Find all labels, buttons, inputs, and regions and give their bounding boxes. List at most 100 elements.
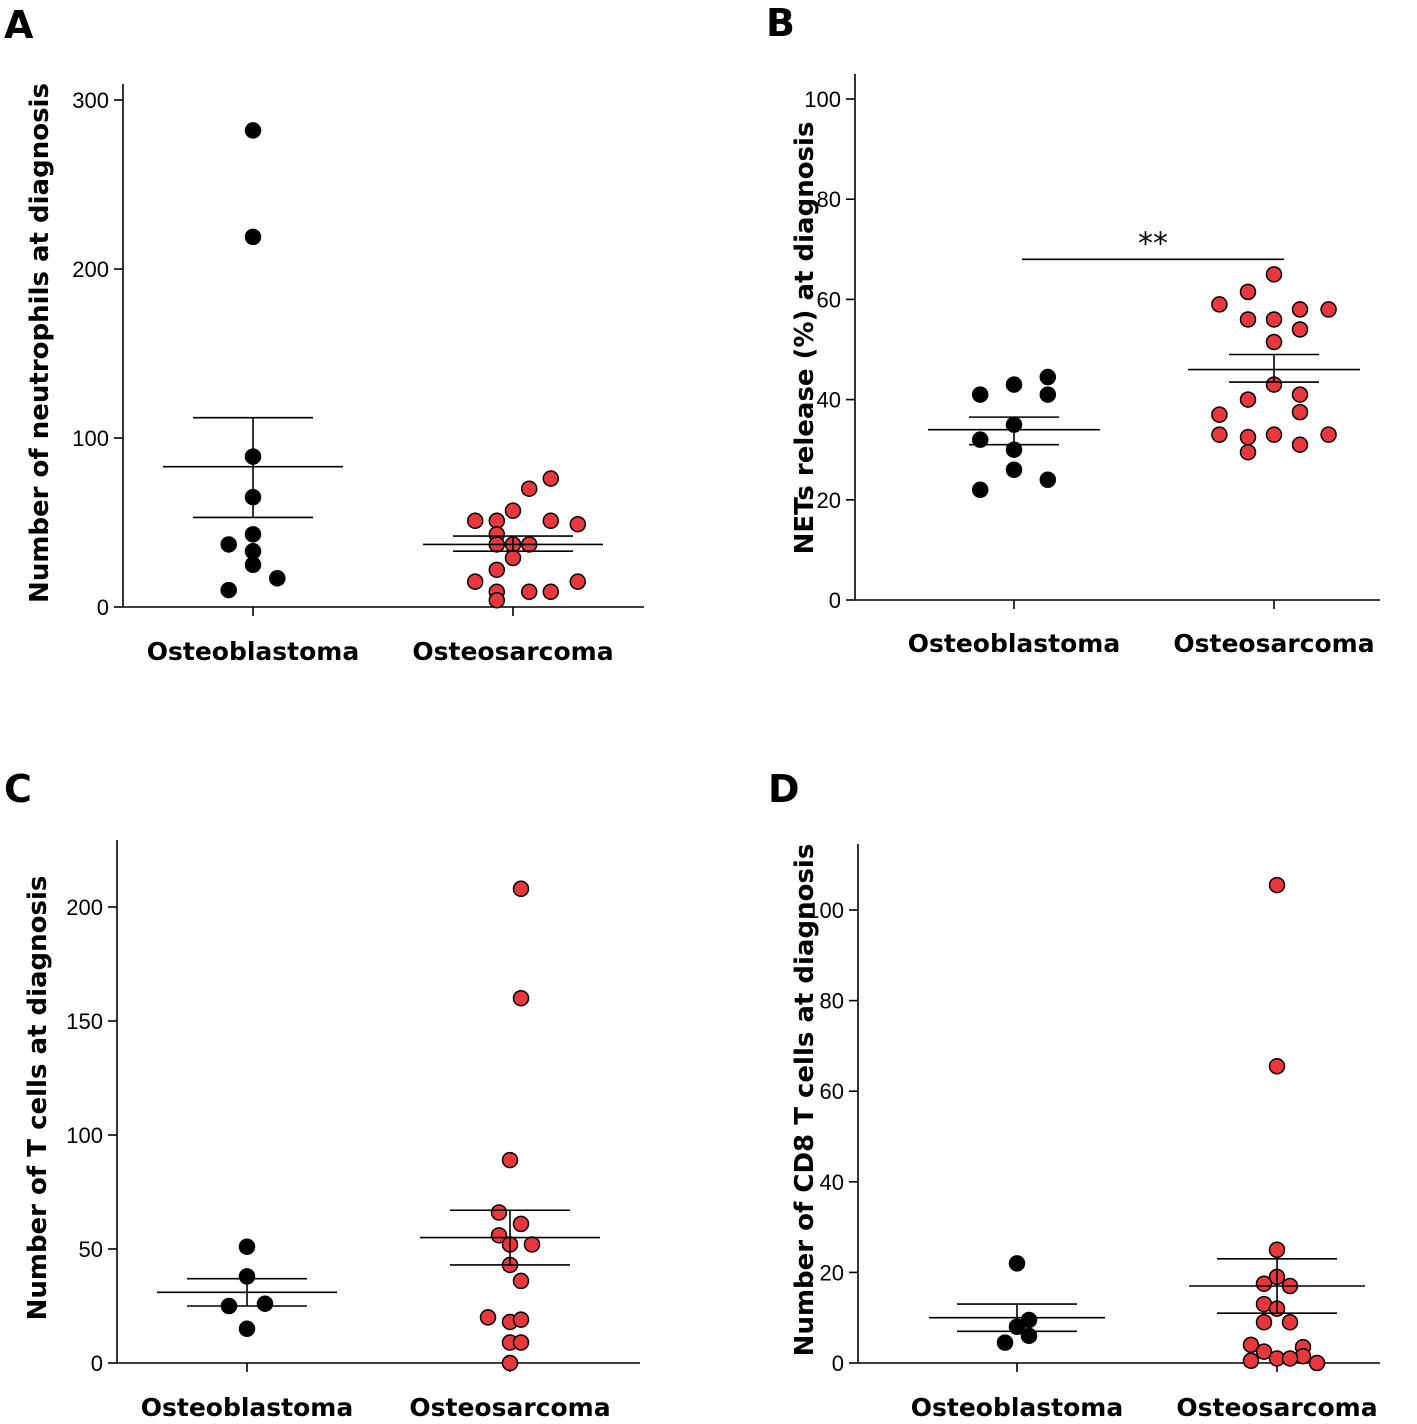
data-point <box>488 591 506 609</box>
y-axis-label: NETs release (%) at diagnosis <box>790 122 820 555</box>
series-osteoblastoma <box>928 368 1100 499</box>
data-point <box>520 583 538 601</box>
data-point <box>244 526 262 543</box>
y-tick-label: 20 <box>820 1260 844 1285</box>
series-osteosarcoma <box>420 880 600 1372</box>
data-point <box>1242 1336 1260 1354</box>
panel-a: A Number of neutrophils at diagnosis 0 100 2… <box>4 3 644 666</box>
data-point <box>1265 426 1283 443</box>
data-point <box>512 1311 530 1328</box>
y-tick-label: 300 <box>72 88 109 113</box>
series-osteosarcoma <box>1189 876 1365 1372</box>
data-point <box>1265 266 1283 283</box>
y-tick-label: 50 <box>79 1237 103 1262</box>
y-tick-label: 150 <box>66 1009 103 1034</box>
data-point <box>1255 1343 1273 1360</box>
x-category-label: Osteosarcoma <box>1173 629 1374 658</box>
x-category-label: Osteosarcoma <box>409 1393 610 1422</box>
data-point <box>512 880 530 898</box>
data-point <box>996 1334 1014 1351</box>
y-tick-label: 20 <box>817 488 841 513</box>
data-point <box>244 542 262 560</box>
y-tick-label: 0 <box>91 1351 103 1376</box>
series-osteosarcoma <box>1188 266 1360 461</box>
y-tick-label: 100 <box>66 1123 103 1148</box>
y-tick-label: 200 <box>72 257 109 282</box>
data-point <box>466 512 484 530</box>
data-point <box>1291 436 1309 453</box>
data-point <box>1255 1275 1273 1292</box>
data-point <box>1005 461 1023 478</box>
panel-letter: D <box>768 767 800 811</box>
data-point <box>971 386 989 403</box>
data-point <box>1268 1058 1286 1075</box>
x-category-label: Osteoblastoma <box>908 629 1120 658</box>
y-tick-label: 40 <box>820 1170 844 1195</box>
y-tick-label: 80 <box>817 187 841 212</box>
series-osteoblastoma <box>929 1255 1105 1351</box>
data-point <box>220 581 237 599</box>
data-point <box>569 515 587 533</box>
data-point <box>1320 426 1337 443</box>
data-point <box>238 1320 256 1338</box>
x-category-label: Osteosarcoma <box>1176 1393 1377 1422</box>
y-tick-label: 40 <box>817 388 841 413</box>
panel-letter: A <box>4 3 34 47</box>
data-point <box>1291 386 1309 403</box>
x-category-label: Osteosarcoma <box>412 637 613 666</box>
data-point <box>1242 1352 1260 1369</box>
y-tick-label: 100 <box>807 898 844 923</box>
data-point <box>1281 1313 1299 1331</box>
data-point <box>466 573 484 590</box>
significance-label: ** <box>1138 226 1168 261</box>
data-point <box>971 481 989 499</box>
data-point <box>244 122 262 139</box>
data-point <box>1281 1350 1299 1367</box>
data-point <box>569 573 587 590</box>
data-point <box>238 1238 256 1255</box>
data-point <box>512 1272 530 1290</box>
data-point <box>1265 311 1283 328</box>
data-point <box>1239 443 1257 461</box>
y-tick-label: 100 <box>72 426 109 451</box>
y-tick-label: 200 <box>66 895 103 920</box>
y-tick-label: 0 <box>829 588 841 613</box>
data-point <box>1008 1255 1026 1272</box>
series-osteosarcoma <box>423 470 603 609</box>
data-point <box>1211 426 1228 443</box>
data-point <box>1320 301 1337 318</box>
data-point <box>220 536 237 553</box>
data-point <box>1239 391 1257 408</box>
panel-b: B NETs release (%) at diagnosis 0 20 40 60 80 1… <box>766 1 1380 658</box>
y-tick-label: 60 <box>820 1079 844 1104</box>
data-point <box>479 1309 497 1326</box>
data-point <box>501 1151 519 1169</box>
data-point <box>256 1295 274 1312</box>
panel-c: C Number of T cells at diagnosis 0 50 100 150… <box>4 767 640 1422</box>
series-osteoblastoma <box>163 122 343 599</box>
x-category-label: Osteoblastoma <box>911 1393 1123 1422</box>
series-osteoblastoma <box>157 1238 337 1338</box>
data-point <box>504 549 522 567</box>
panel-letter: B <box>766 1 795 45</box>
data-point <box>512 1215 530 1233</box>
data-point <box>523 1236 541 1253</box>
data-point <box>501 1354 519 1372</box>
data-point <box>1255 1313 1273 1331</box>
y-tick-label: 60 <box>817 287 841 312</box>
data-point <box>520 480 538 497</box>
data-point <box>1005 376 1023 393</box>
data-point <box>512 989 530 1007</box>
data-point <box>488 512 506 530</box>
panel-letter: C <box>4 767 32 811</box>
data-point <box>542 470 560 487</box>
data-point <box>490 1204 508 1221</box>
data-point <box>1239 311 1257 328</box>
data-point <box>1268 876 1286 894</box>
y-tick-label: 0 <box>97 595 109 620</box>
x-category-label: Osteoblastoma <box>141 1393 353 1422</box>
x-category-label: Osteoblastoma <box>147 637 359 666</box>
y-axis-label: Number of CD8 T cells at diagnosis <box>790 844 820 1357</box>
data-point <box>1268 1241 1286 1258</box>
